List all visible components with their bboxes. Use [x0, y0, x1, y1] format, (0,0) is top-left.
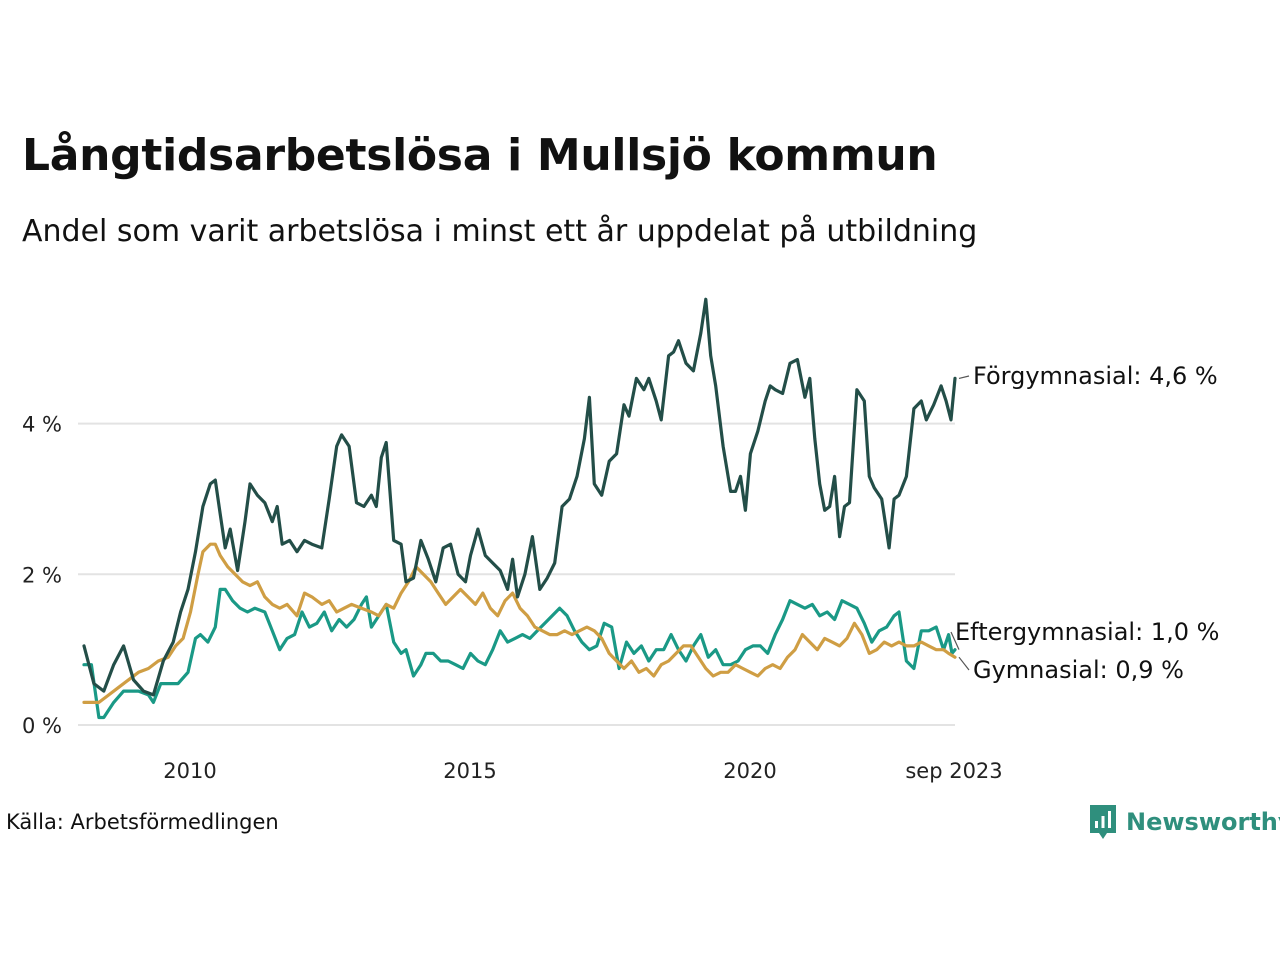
label-leader-line — [950, 631, 960, 650]
x-tick-label: 2015 — [443, 759, 496, 783]
chart-title: Långtidsarbetslösa i Mullsjö kommun — [22, 130, 938, 181]
y-tick-label: 2 % — [22, 563, 62, 587]
x-tick-label: 2020 — [723, 759, 776, 783]
series-lines — [82, 297, 957, 720]
x-axis-ticks: 2010 2015 2020 sep 2023 — [163, 759, 1002, 783]
source-note: Källa: Arbetsförmedlingen — [6, 810, 279, 834]
series-end-labels: Eftergymnasial: 1,0 % Gymnasial: 0,9 % För… — [950, 362, 1219, 684]
x-tick-label: 2010 — [163, 759, 216, 783]
brand-logo-lockup: Newsworthy — [1088, 802, 1280, 842]
label-leader-line — [958, 375, 970, 379]
series-line-förgymnasial — [82, 297, 957, 697]
series-end-label: Gymnasial: 0,9 % — [973, 656, 1184, 684]
newsworthy-logo-icon — [1090, 805, 1116, 839]
y-tick-label: 4 % — [22, 413, 62, 437]
y-tick-label: 0 % — [22, 714, 62, 738]
y-axis-ticks: 0 % 2 % 4 % — [22, 413, 62, 738]
series-end-label: Eftergymnasial: 1,0 % — [955, 618, 1219, 646]
series-line-gymnasial — [82, 542, 957, 705]
series-line-eftergymnasial — [82, 587, 957, 720]
x-tick-label: sep 2023 — [905, 759, 1002, 783]
label-leader-line — [958, 656, 970, 671]
gridlines — [78, 422, 955, 726]
chart-subtitle: Andel som varit arbetslösa i minst ett å… — [22, 214, 978, 249]
brand-name: Newsworthy — [1126, 808, 1280, 836]
series-end-label: Förgymnasial: 4,6 % — [973, 362, 1218, 390]
